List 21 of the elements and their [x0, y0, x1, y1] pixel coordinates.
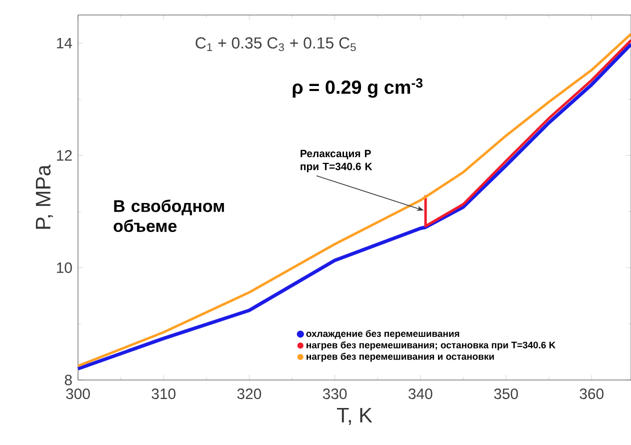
- x-tick-label: 350: [494, 388, 518, 400]
- y-axis-title: P, MPa: [36, 164, 54, 229]
- annotation: ρ = 0.29 g cm$^{-3}$: [292, 78, 423, 98]
- annotation: Релаксация P при T=340.6 K: [300, 150, 372, 172]
- y-tick-label: 14: [57, 38, 72, 48]
- legend-label: нагрев без перемешивания и остановки: [306, 352, 494, 362]
- legend-label: охлаждение без перемешивания: [306, 330, 460, 339]
- y-tick-label: 8: [64, 374, 72, 386]
- x-axis-title: T, K: [336, 408, 372, 426]
- x-tick-label: 340: [408, 388, 432, 400]
- x-tick-label: 300: [66, 388, 90, 400]
- x-tick-label: 320: [237, 388, 262, 400]
- y-tick-label: 12: [57, 150, 72, 161]
- x-tick-label: 310: [152, 388, 176, 400]
- annotation: C$_{1}$ + 0.35 C$_{3}$ + 0.15 C$_{5}$: [196, 37, 356, 52]
- x-tick-label: 330: [322, 388, 347, 400]
- y-tick-label: 10: [57, 262, 72, 273]
- legend-label: нагрев без перемешивания; остановка при T=340.6 K: [306, 341, 556, 350]
- x-tick-label: 360: [580, 388, 604, 400]
- line-series: [424, 39, 631, 228]
- annotation: В свободном объеме: [114, 200, 224, 232]
